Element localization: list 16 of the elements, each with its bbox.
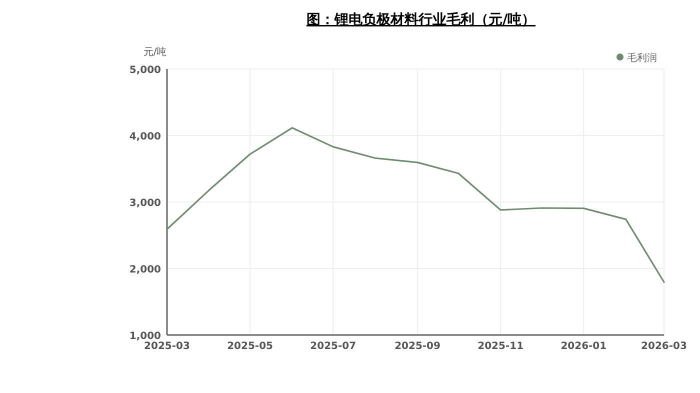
x-tick-label: 2025-05 [227,341,274,352]
legend-label: 毛利润 [627,52,657,64]
x-tick-label: 2026-03 [641,341,687,352]
y-tick-label: 1,000 [129,331,162,342]
x-tick-label: 2025-07 [310,341,356,352]
y-tick-label: 3,000 [129,198,162,209]
x-tick-label: 2025-03 [144,341,190,352]
x-tick-label: 2025-11 [478,341,524,352]
line-series [166,127,665,283]
chart-title: 图：锂电负极材料行业毛利（元/吨） [306,11,536,28]
y-tick-label: 4,000 [129,132,162,142]
x-tick-label: 2026-01 [560,341,607,352]
y-tick-label: 2,000 [129,264,162,276]
x-tick-label: 2025-09 [394,341,441,352]
y-axis-title: 元/吨 [143,46,167,58]
y-tick-label: 5,000 [129,65,162,76]
